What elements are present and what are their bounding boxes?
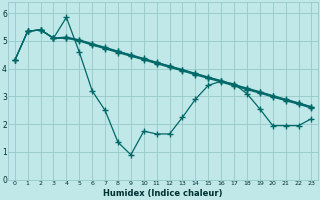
- X-axis label: Humidex (Indice chaleur): Humidex (Indice chaleur): [103, 189, 223, 198]
